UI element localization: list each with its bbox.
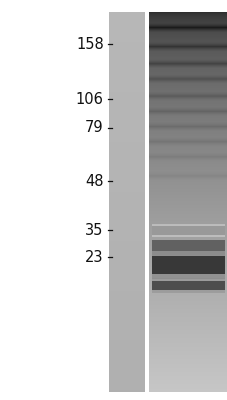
Text: 158: 158	[76, 37, 103, 52]
Bar	[151, 252, 224, 255]
Bar	[151, 226, 224, 235]
Bar	[151, 256, 224, 274]
Text: 35: 35	[85, 223, 103, 238]
Bar	[151, 240, 224, 251]
Text: 48: 48	[85, 174, 103, 189]
Text: 106: 106	[76, 92, 103, 107]
Bar	[151, 281, 224, 290]
Bar	[151, 224, 224, 226]
Text: 79: 79	[85, 120, 103, 135]
Text: 23: 23	[85, 250, 103, 265]
Bar	[144, 12, 149, 392]
Bar	[151, 236, 224, 240]
Bar	[151, 290, 224, 293]
Bar	[151, 235, 224, 237]
Bar	[151, 278, 224, 281]
Bar	[151, 250, 224, 256]
Bar	[151, 274, 224, 279]
